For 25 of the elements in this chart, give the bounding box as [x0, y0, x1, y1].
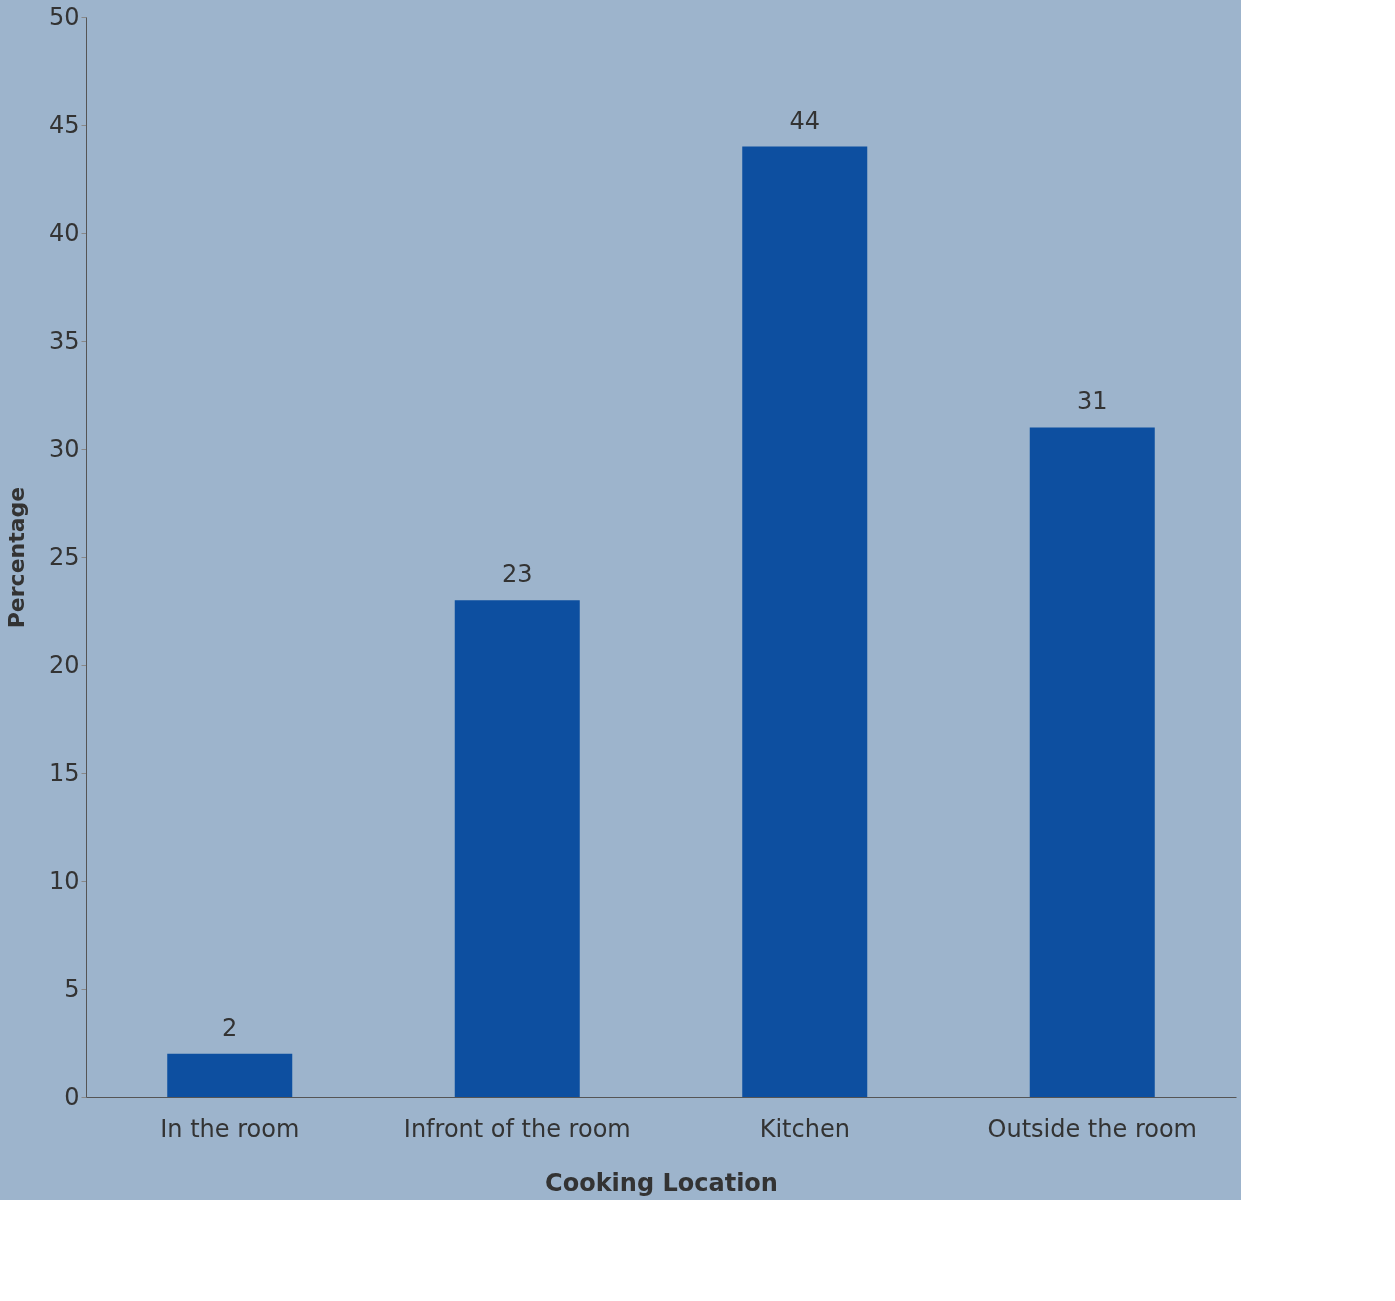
- bar: [167, 1053, 293, 1097]
- data-label: 44: [789, 106, 821, 135]
- y-tick-label: 40: [48, 218, 80, 247]
- y-tick-label: 0: [64, 1082, 80, 1111]
- x-tick-label: Outside the room: [987, 1114, 1197, 1143]
- data-label: 2: [222, 1013, 238, 1042]
- y-tick-label: 30: [48, 434, 80, 463]
- y-tick-label: 5: [64, 974, 80, 1003]
- x-tick-label: In the room: [160, 1114, 300, 1143]
- data-label: 31: [1076, 387, 1108, 416]
- x-tick-label: Infront of the room: [403, 1114, 631, 1143]
- y-tick-label: 45: [48, 110, 80, 139]
- bar: [1029, 427, 1155, 1097]
- y-tick-label: 50: [48, 2, 80, 31]
- data-label: 23: [501, 560, 533, 589]
- y-tick-label: 20: [48, 650, 80, 679]
- y-tick-label: 10: [48, 866, 80, 895]
- y-tick-label: 25: [48, 542, 80, 571]
- bar: [742, 146, 868, 1097]
- x-tick-label: Kitchen: [759, 1114, 850, 1143]
- bar: [454, 600, 580, 1097]
- x-axis-title: Cooking Location: [545, 1168, 778, 1197]
- y-tick-label: 35: [48, 326, 80, 355]
- y-tick-label: 15: [48, 758, 80, 787]
- y-axis-title: Percentage: [3, 486, 29, 629]
